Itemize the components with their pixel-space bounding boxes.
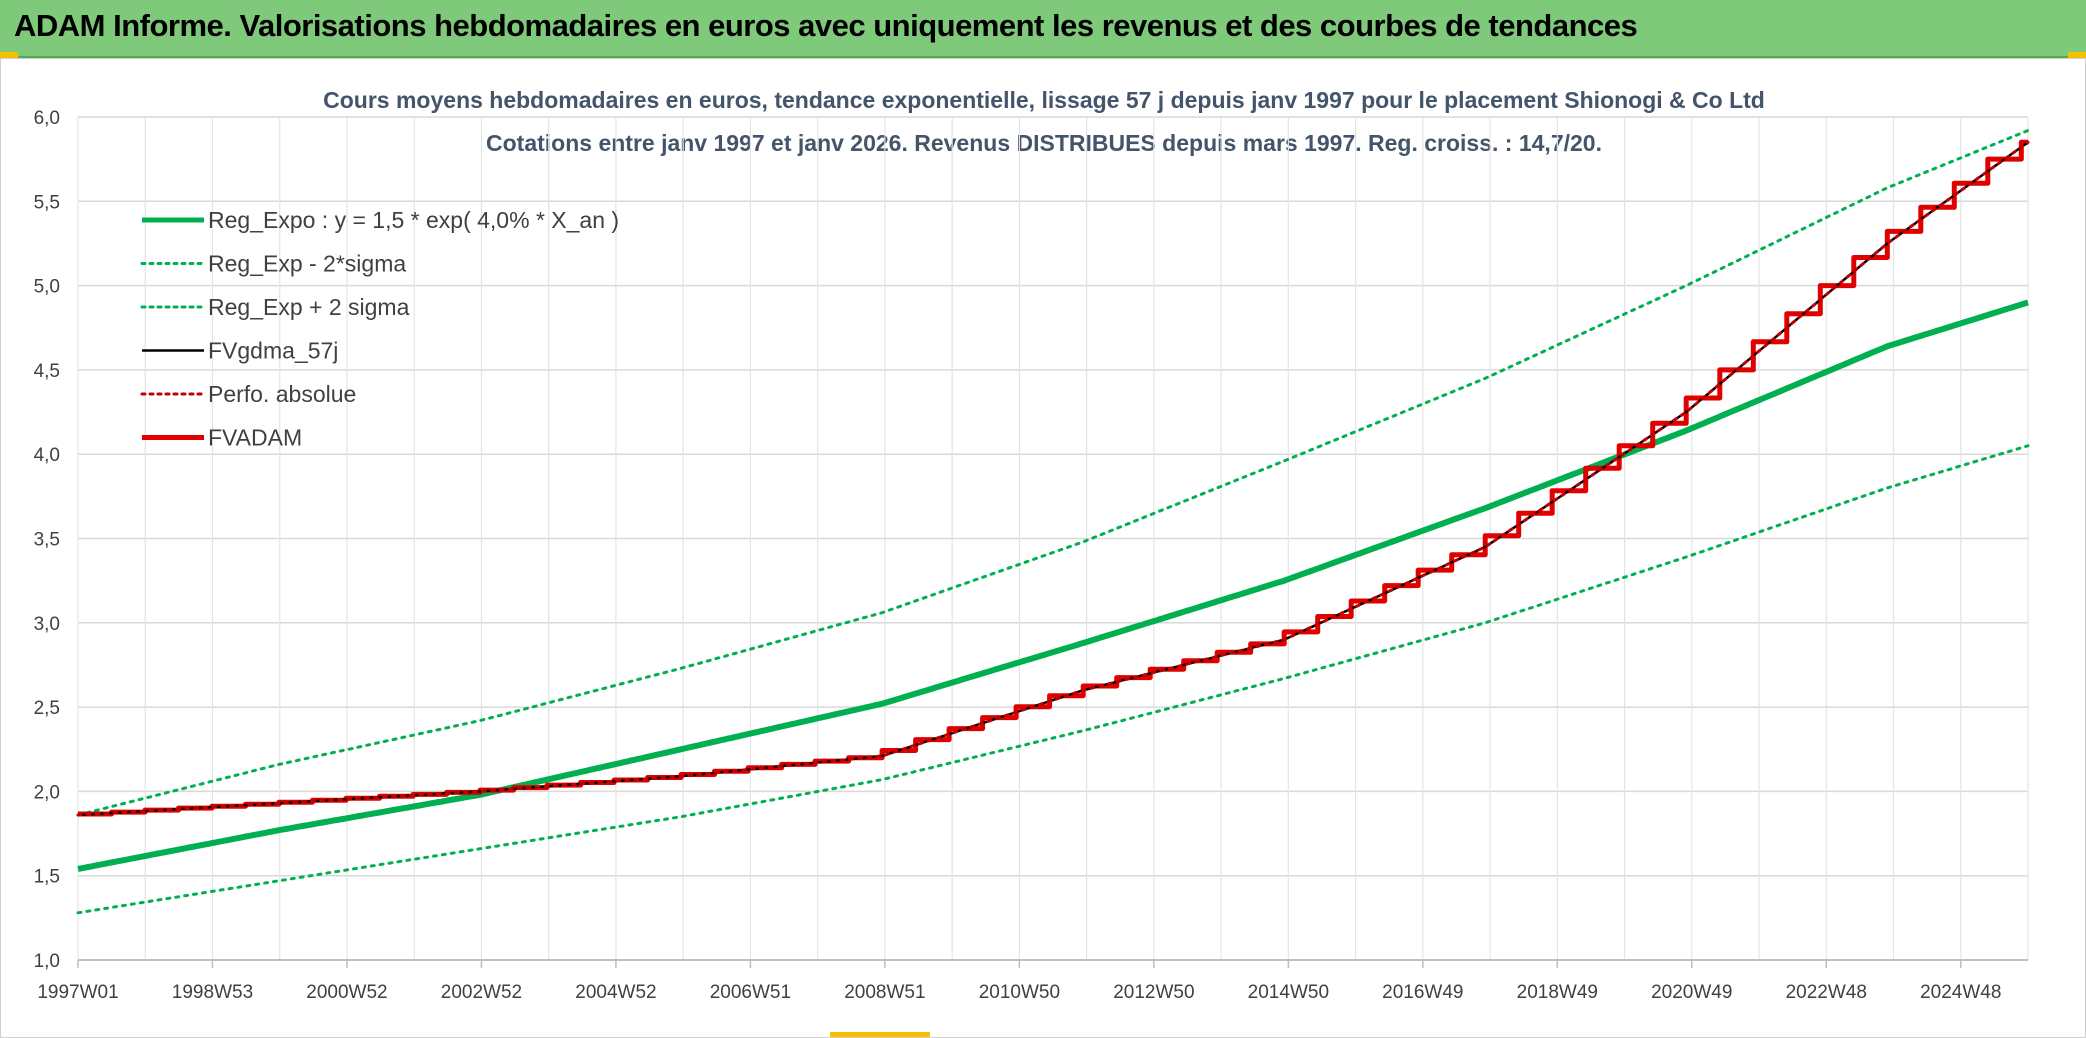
legend: Reg_Expo : y = 1,5 * exp( 4,0% * X_an ) R…	[140, 207, 619, 451]
series-line-fvadam	[78, 139, 2028, 817]
y-tick-label: 2,0	[34, 782, 60, 803]
x-tick-label: 2006W51	[710, 982, 791, 1003]
x-tick-label: 2018W49	[1517, 982, 1598, 1003]
x-tick-label: 2010W50	[979, 982, 1060, 1003]
corner-accent-left	[0, 52, 18, 58]
x-tick-label: 2008W51	[844, 982, 925, 1003]
legend-label: FVADAM	[208, 425, 302, 451]
legend-label: Reg_Exp + 2 sigma	[208, 294, 410, 320]
legend-label: FVgdma_57j	[208, 338, 338, 364]
legend-label: Reg_Exp - 2*sigma	[208, 251, 406, 277]
grid	[77, 116, 2029, 961]
series-line-fvgdma-57j	[77, 141, 2029, 817]
y-tick-label: 5,5	[34, 192, 60, 213]
report-title: ADAM Informe. Valorisations hebdomadaire…	[14, 8, 1638, 43]
series-line-reg-exp-2-sigma	[76, 129, 2030, 817]
y-tick-label: 6,0	[34, 108, 60, 129]
x-tick-label: 2022W48	[1786, 982, 1867, 1003]
chart-title: Cours moyens hebdomadaires en euros, ten…	[323, 87, 1765, 113]
x-tick-label: 2002W52	[441, 982, 522, 1003]
x-tick-label: 2004W52	[575, 982, 656, 1003]
corner-accent-right	[2068, 52, 2086, 58]
series-line-reg-exp-2-sigma	[76, 444, 2030, 915]
y-tick-label: 3,0	[34, 614, 60, 635]
x-tick-label: 2020W49	[1651, 982, 1732, 1003]
bottom-accent	[830, 1032, 930, 1038]
x-tick-label: 2000W52	[306, 982, 387, 1003]
y-tick-label: 4,5	[34, 361, 60, 382]
y-tick-label: 2,5	[34, 698, 60, 719]
report-banner: ADAM Informe. Valorisations hebdomadaire…	[0, 0, 2086, 58]
y-tick-label: 5,0	[34, 277, 60, 298]
legend-label: Perfo. absolue	[208, 381, 356, 407]
x-tick-label: 2024W48	[1920, 982, 2001, 1003]
x-tick-label: 2014W50	[1248, 982, 1329, 1003]
legend-label: Reg_Expo : y = 1,5 * exp( 4,0% * X_an )	[208, 207, 619, 233]
series	[76, 129, 2030, 915]
axes: 1,0 1,5 2,0 2,5 3,0 3,5 4,0 4,5 5,0 5,5 6,0 1997W01…	[34, 108, 2028, 1003]
chart-subtitle: Cotations entre janv 1997 et janv 2026. …	[486, 130, 1602, 156]
series-line-perfo-absolue	[76, 140, 2030, 817]
y-tick-label: 3,5	[34, 530, 60, 551]
x-tick-label: 1997W01	[37, 982, 118, 1003]
y-tick-label: 1,5	[34, 867, 60, 888]
y-tick-label: 4,0	[34, 445, 60, 466]
x-tick-label: 2012W50	[1113, 982, 1194, 1003]
x-tick-label: 2016W49	[1382, 982, 1463, 1003]
series-line-reg-expo-y-1-5-exp-4-0-x-an	[77, 299, 2029, 872]
x-tick-label: 1998W53	[172, 982, 253, 1003]
y-tick-label: 1,0	[34, 951, 60, 972]
